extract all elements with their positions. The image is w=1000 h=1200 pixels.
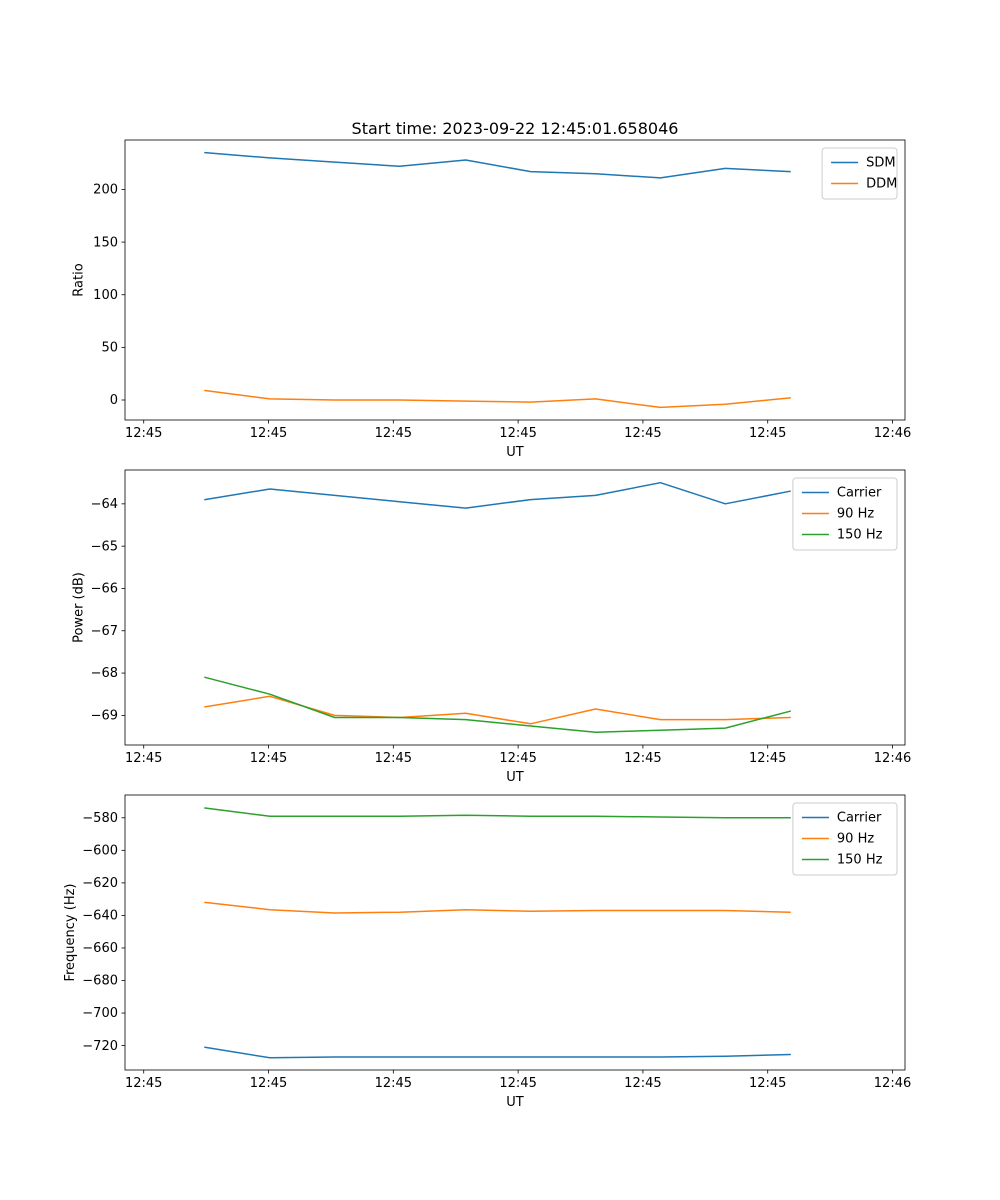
legend-box: [821, 147, 898, 200]
x-tick-label: 12:45: [375, 1076, 412, 1091]
legend-label: Carrier: [837, 486, 882, 501]
legend: Carrier 90 Hz 150 Hz: [792, 802, 898, 876]
y-tick-label: 150: [93, 235, 118, 250]
y-tick-label: −65: [91, 539, 118, 554]
x-axis-label: UT: [506, 445, 524, 460]
x-tick-label: 12:45: [749, 426, 786, 441]
x-axis-label: UT: [506, 1095, 524, 1110]
y-tick-label: 50: [101, 341, 118, 356]
y-axis-label: Power (dB): [71, 572, 86, 643]
x-tick-label: 12:46: [874, 1076, 911, 1091]
legend: Carrier 90 Hz 150 Hz: [792, 477, 898, 551]
series-line-carrier: [204, 1046, 791, 1059]
legend-label: 90 Hz: [837, 507, 874, 522]
x-tick-label: 12:45: [250, 751, 287, 766]
y-tick-label: −640: [82, 909, 118, 924]
y-tick-label: −720: [82, 1039, 118, 1054]
y-tick-label: 100: [93, 288, 118, 303]
x-tick-label: 12:45: [375, 751, 412, 766]
series-line-carrier: [204, 481, 791, 509]
legend-label: 90 Hz: [837, 832, 874, 847]
x-tick-label: 12:45: [125, 751, 162, 766]
x-tick-label: 12:45: [125, 426, 162, 441]
x-tick-label: 12:45: [125, 1076, 162, 1091]
x-tick-label: 12:45: [375, 426, 412, 441]
legend: SDM DDM: [821, 147, 898, 200]
y-tick-label: −64: [91, 497, 118, 512]
subplot-2: 12:45 12:45 12:45 12:45 12:45 12:45 12:46 −64 −6…: [71, 469, 911, 785]
x-tick-label: 12:45: [250, 1076, 287, 1091]
x-tick-label: 12:45: [624, 751, 661, 766]
y-axis-label: Ratio: [71, 263, 86, 296]
axes-frame: [124, 469, 906, 746]
y-tick-label: −600: [82, 843, 118, 858]
legend-label: DDM: [866, 177, 897, 192]
y-tick-label: −68: [91, 666, 118, 681]
x-tick-label: 12:45: [250, 426, 287, 441]
legend-label: 150 Hz: [837, 528, 883, 543]
axes-frame: [124, 139, 906, 421]
y-tick-label: −680: [82, 974, 118, 989]
x-tick-label: 12:45: [749, 1076, 786, 1091]
x-tick-label: 12:45: [749, 751, 786, 766]
y-tick-label: −67: [91, 624, 118, 639]
y-tick-label: 0: [110, 393, 118, 408]
x-tick-label: 12:46: [874, 426, 911, 441]
legend-label: 150 Hz: [837, 853, 883, 868]
series-line-sdm: [204, 151, 791, 179]
legend-label: SDM: [866, 156, 895, 171]
y-tick-label: −700: [82, 1006, 118, 1021]
x-tick-label: 12:45: [499, 1076, 536, 1091]
y-tick-label: −660: [82, 941, 118, 956]
y-tick-label: 200: [93, 183, 118, 198]
series-line-90-hz: [204, 901, 791, 914]
series-line-90-hz: [204, 695, 791, 725]
y-tick-label: −66: [91, 582, 118, 597]
subplot-3: 12:45 12:45 12:45 12:45 12:45 12:45 12:46 −580 −…: [63, 794, 911, 1110]
axes-frame: [124, 794, 906, 1071]
legend-box: [792, 802, 898, 876]
y-tick-label: −69: [91, 709, 118, 724]
series-line-150-hz: [204, 676, 791, 734]
x-tick-label: 12:45: [624, 426, 661, 441]
legend-label: Carrier: [837, 811, 882, 826]
series-line-ddm: [204, 389, 791, 409]
y-tick-label: −620: [82, 876, 118, 891]
x-tick-label: 12:45: [499, 751, 536, 766]
x-tick-label: 12:45: [499, 426, 536, 441]
figure-title: Start time: 2023-09-22 12:45:01.658046: [351, 119, 679, 138]
x-tick-label: 12:46: [874, 751, 911, 766]
y-tick-label: −580: [82, 811, 118, 826]
subplot-1: 12:45 12:45 12:45 12:45 12:45 12:45 12:46 0 50 10…: [71, 139, 911, 460]
series-line-150-hz: [204, 807, 791, 819]
x-axis-label: UT: [506, 770, 524, 785]
x-tick-label: 12:45: [624, 1076, 661, 1091]
legend-box: [792, 477, 898, 551]
y-axis-label: Frequency (Hz): [63, 883, 78, 981]
